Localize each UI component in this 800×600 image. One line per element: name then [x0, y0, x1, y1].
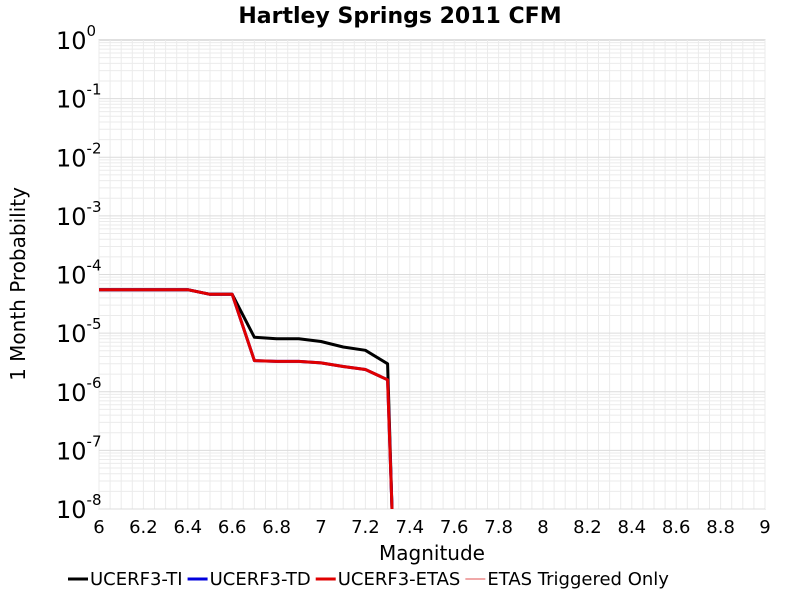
x-axis-label: Magnitude	[379, 541, 485, 565]
grid	[98, 40, 766, 510]
x-tick-label: 6	[93, 517, 104, 538]
x-tick-label: 7.2	[351, 517, 380, 538]
series-layer	[99, 288, 394, 510]
legend: UCERF3-TI UCERF3-TD UCERF3-ETAS ETAS Trigge…	[68, 569, 669, 590]
x-tick-label: 8.4	[617, 517, 646, 538]
y-tick-label: 100	[56, 22, 96, 55]
y-tick-label: 10-4	[56, 257, 102, 290]
x-tick-label: 6.8	[262, 517, 291, 538]
y-tick-label: 10-2	[56, 139, 102, 172]
x-tick-label: 7	[315, 517, 326, 538]
legend-label: UCERF3-TD	[210, 569, 311, 590]
y-tick-label: 10-5	[56, 315, 102, 348]
x-tick-label: 7.8	[484, 517, 513, 538]
y-tick-label: 10-7	[56, 432, 102, 465]
x-tick-label: 8.2	[573, 517, 602, 538]
y-tick-label: 10-3	[56, 198, 102, 231]
legend-label: ETAS Triggered Only	[487, 569, 669, 590]
x-tick-label: 6.2	[129, 517, 158, 538]
legend-label: UCERF3-ETAS	[338, 569, 461, 590]
x-tick-label: 6.6	[218, 517, 247, 538]
x-tick-label: 7.4	[395, 517, 424, 538]
legend-label: UCERF3-TI	[90, 569, 183, 590]
x-axis-ticks: 6 6.2 6.4 6.6 6.8 7 7.2 7.4 7.6 7.8 8 8.2 8.4 8.6 8.8 9	[93, 517, 770, 538]
series-line-ucerf3-etas	[99, 288, 394, 510]
y-tick-label: 10-1	[56, 81, 102, 114]
x-tick-label: 8	[537, 517, 548, 538]
y-axis-label: 1 Month Probability	[6, 187, 30, 381]
y-tick-label: 10-8	[56, 491, 102, 524]
x-tick-label: 6.4	[173, 517, 202, 538]
y-axis-ticks: 100 10-1 10-2 10-3 10-4 10-5 10-6 10-7 10-8	[56, 22, 102, 524]
x-tick-label: 7.6	[440, 517, 469, 538]
y-tick-label: 10-6	[56, 374, 102, 407]
x-tick-label: 8.6	[662, 517, 691, 538]
chart-title: Hartley Springs 2011 CFM	[238, 4, 561, 29]
x-tick-label: 8.8	[706, 517, 735, 538]
x-tick-label: 9	[759, 517, 770, 538]
